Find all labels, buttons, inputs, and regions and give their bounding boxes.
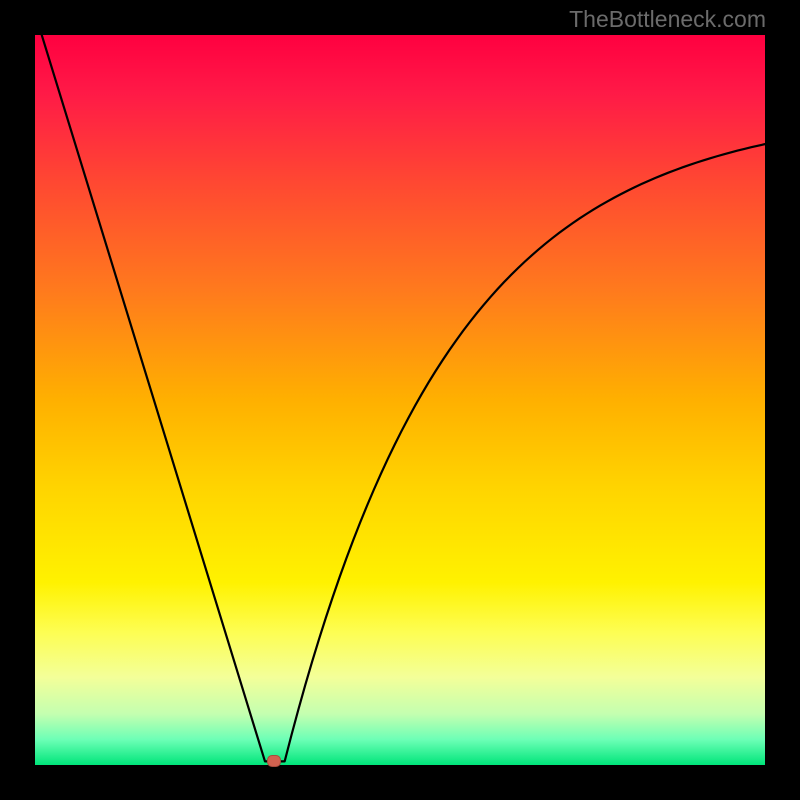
curve-path <box>35 13 765 761</box>
plot-area <box>35 35 765 765</box>
bottleneck-curve <box>35 35 765 765</box>
watermark-text: TheBottleneck.com <box>569 6 766 33</box>
chart-frame: TheBottleneck.com <box>0 0 800 800</box>
optimum-marker <box>267 755 281 767</box>
